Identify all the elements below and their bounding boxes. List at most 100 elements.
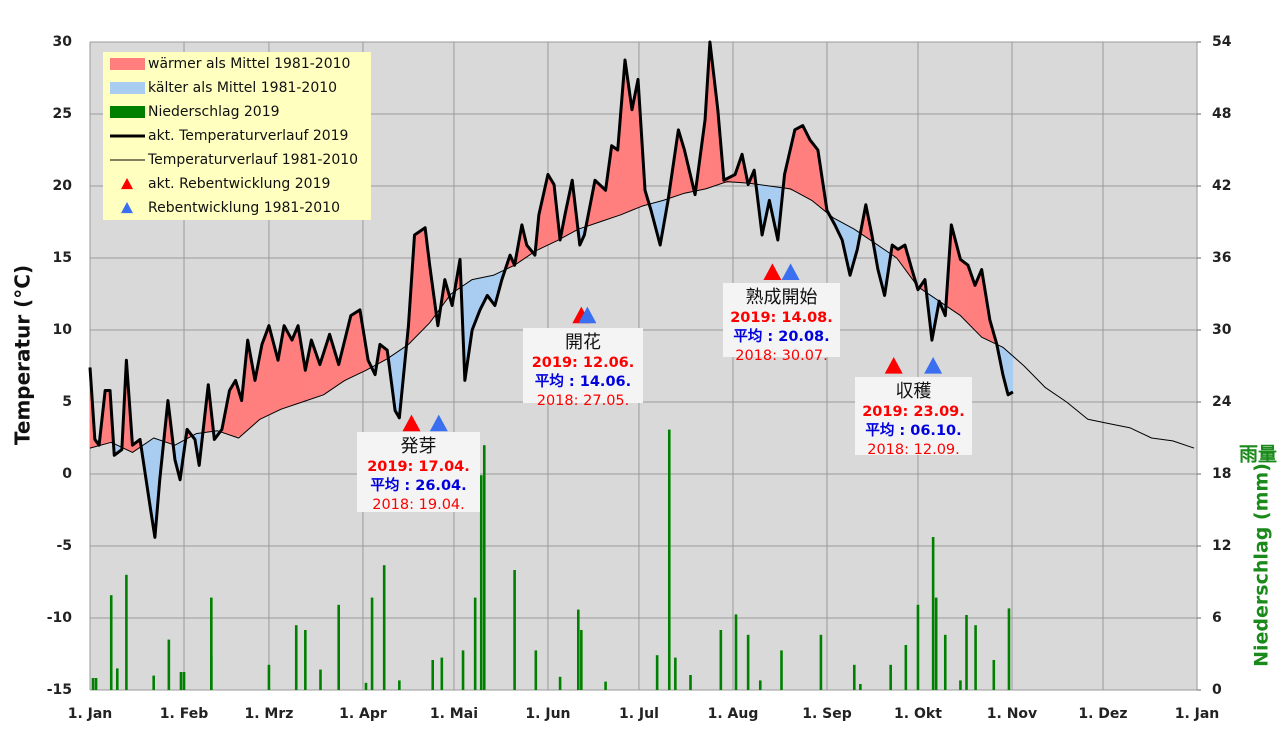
y-tick-label: -10 <box>47 610 73 626</box>
phenology-marker <box>578 306 597 324</box>
precip-bar <box>959 680 962 690</box>
precip-bar <box>210 597 213 690</box>
precip-bar <box>167 639 171 690</box>
precip-bar <box>370 597 374 690</box>
y-tick-label: 10 <box>53 322 73 338</box>
y-tick-label: -5 <box>56 538 72 554</box>
annotation-line: 2018: 19.04. <box>372 497 465 513</box>
precip-bar <box>91 678 95 690</box>
precip-bar <box>655 655 659 690</box>
precip-bar <box>294 625 298 690</box>
annotation-line: 2018: 27.05. <box>537 393 630 409</box>
precip-bar <box>859 684 862 690</box>
annotation-box <box>357 432 480 512</box>
x-tick-label: 1. Aug <box>708 706 759 722</box>
y2-tick-label: 42 <box>1212 178 1231 194</box>
precip-bar <box>431 660 435 690</box>
precip-bar <box>667 429 671 690</box>
x-tick-label: 1. Feb <box>160 706 208 722</box>
precip-bar <box>819 634 823 690</box>
phenology-marker <box>429 414 448 432</box>
precip-bar <box>479 475 483 690</box>
phenology-marker <box>924 357 943 374</box>
y-tick-label: 20 <box>53 178 73 194</box>
legend-swatch <box>110 58 145 70</box>
phenology-marker <box>121 202 133 214</box>
phenology-marker <box>763 263 782 281</box>
y2-tick-label: 54 <box>1212 34 1232 50</box>
y2-tick-label: 24 <box>1212 394 1232 410</box>
legend-swatch <box>110 106 145 118</box>
x-tick-label: 1. Jul <box>619 706 659 722</box>
precip-bar <box>916 604 920 690</box>
precip-bar <box>780 650 783 690</box>
precip-bar <box>904 645 908 690</box>
y2-tick-label: 18 <box>1212 466 1231 482</box>
precip-bar <box>152 675 155 690</box>
legend-label: Temperaturverlauf 1981-2010 <box>147 152 358 168</box>
precip-bar <box>734 614 738 690</box>
annotation-line: 2019: 17.04. <box>367 459 470 475</box>
precip-bar <box>125 574 128 690</box>
y-tick-label: 15 <box>53 250 72 266</box>
y-tick-label: 25 <box>53 106 72 122</box>
y-axis-label: Temperatur (°C) <box>11 265 35 445</box>
precip-bar <box>267 664 271 690</box>
y-tick-label: 5 <box>62 394 72 410</box>
warmer-area <box>611 145 618 219</box>
x-tick-label: 1. Jun <box>525 706 570 722</box>
y2-tick-label: 12 <box>1212 538 1231 554</box>
x-tick-label: 1. Jan <box>68 706 113 722</box>
precip-bar <box>382 565 386 690</box>
annotation-box <box>855 377 972 455</box>
precip-bar <box>210 655 213 690</box>
y2-tick-label: 30 <box>1212 322 1232 338</box>
precip-bar <box>558 676 562 690</box>
precip-bar <box>689 675 692 690</box>
legend-label: wärmer als Mittel 1981-2010 <box>148 56 350 72</box>
annotation-line: 2018: 12.09. <box>867 442 960 458</box>
phenology-marker <box>402 414 421 432</box>
warmer-area <box>960 258 969 324</box>
x-tick-label: 1. Jan <box>1175 706 1220 722</box>
temp-line-2019 <box>88 40 1014 539</box>
precip-bar <box>182 672 186 690</box>
annotation-title: 発芽 <box>401 436 437 457</box>
precip-bar <box>115 668 119 690</box>
precip-bar <box>852 664 856 690</box>
annotation-line: 2019: 23.09. <box>862 404 965 420</box>
x-tick-label: 1. Okt <box>894 706 942 722</box>
annotation-title: 開花 <box>565 332 601 353</box>
precip-bar <box>674 657 677 690</box>
x-tick-label: 1. Dez <box>1078 706 1127 722</box>
y2-tick-label: 48 <box>1212 106 1231 122</box>
annotation-line: 2019: 12.06. <box>532 355 635 371</box>
annotation-line: 2019: 14.08. <box>730 310 833 326</box>
precip-bar <box>719 630 723 690</box>
phenology-marker <box>781 263 800 281</box>
x-tick-label: 1. Nov <box>987 706 1037 722</box>
x-tick-label: 1. Mai <box>430 706 478 722</box>
precip-bar <box>337 604 340 690</box>
precip-bar <box>889 664 892 690</box>
legend-label: akt. Rebentwicklung 2019 <box>148 176 330 192</box>
x-tick-label: 1. Mrz <box>244 706 293 722</box>
legend-label: Niederschlag 2019 <box>148 104 280 120</box>
precip-bar <box>580 630 583 690</box>
warmer-area <box>794 125 803 196</box>
x-tick-label: 1. Sep <box>802 706 852 722</box>
precip-bar <box>604 681 607 690</box>
x-tick-label: 1. Apr <box>339 706 387 722</box>
precip-bar <box>943 634 947 690</box>
precip-bar <box>109 595 113 690</box>
phenology-marker <box>884 357 903 374</box>
warmer-area <box>350 309 361 378</box>
precip-bar <box>934 597 938 690</box>
y-tick-label: 30 <box>53 34 73 50</box>
temp-line-mean <box>89 181 1195 453</box>
precip-bar <box>179 672 183 690</box>
legend-label: akt. Temperaturverlauf 2019 <box>148 128 348 144</box>
precip-bar <box>758 680 762 690</box>
legend-box <box>103 52 371 220</box>
